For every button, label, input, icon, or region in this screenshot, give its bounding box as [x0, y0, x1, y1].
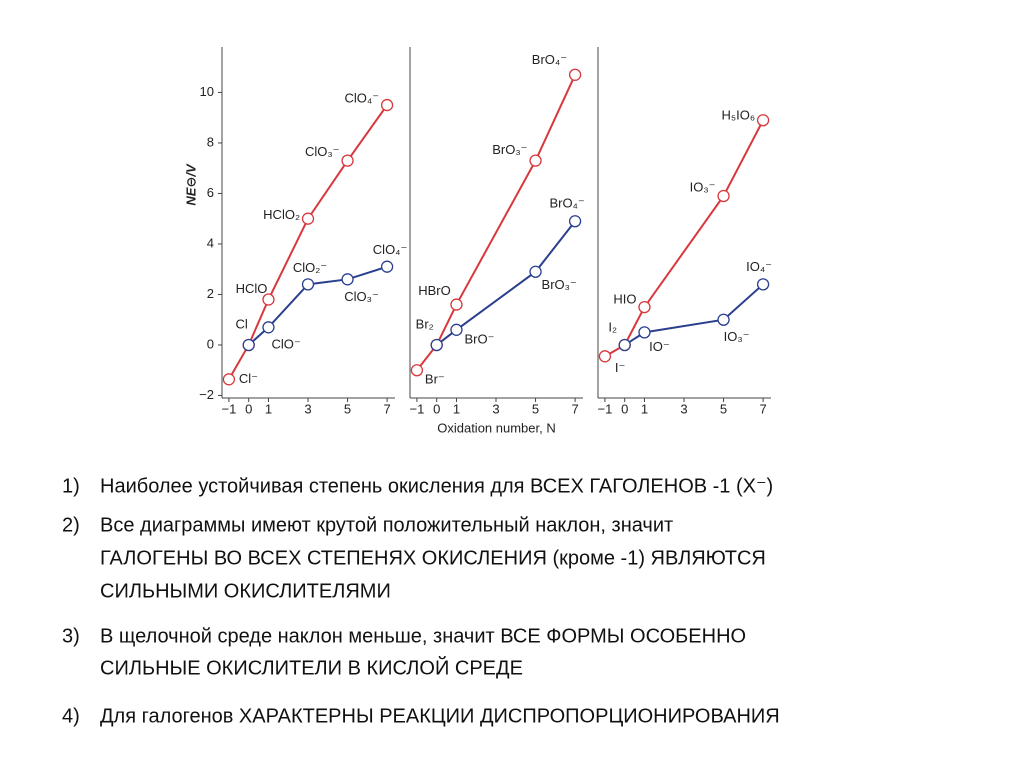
- x-tick-label: 1: [453, 401, 460, 416]
- list-number: 3): [62, 625, 80, 647]
- data-point: [242, 338, 255, 352]
- data-point: [430, 338, 443, 352]
- data-point: [410, 364, 424, 377]
- series-line: [436, 220, 576, 346]
- series-line: [604, 119, 764, 358]
- data-point: [568, 215, 582, 228]
- x-tick-label: 0: [621, 401, 628, 416]
- x-tick-label: 7: [571, 401, 578, 416]
- data-point: [301, 212, 315, 225]
- list-text: СИЛЬНЫЕ ОКИСЛИТЕЛИ В КИСЛОЙ СРЕДЕ: [100, 655, 523, 679]
- data-point: [529, 265, 542, 278]
- series-line: [624, 283, 764, 346]
- point-label: BrO⁻: [464, 331, 494, 346]
- point-label: BrO₄⁻: [532, 52, 567, 67]
- y-tick-label: 10: [200, 84, 214, 99]
- point-label: ClO₂⁻: [293, 260, 327, 275]
- point-label: IO⁻: [649, 339, 670, 354]
- data-point: [529, 154, 542, 167]
- x-tick-label: 3: [304, 401, 311, 416]
- point-label: BrO₃⁻: [492, 142, 527, 157]
- point-label: HClO₂: [263, 207, 300, 222]
- point-label: Br₂: [416, 316, 434, 331]
- data-point: [222, 373, 236, 386]
- point-label: BrO₄⁻: [549, 196, 584, 211]
- point-label: Cl⁻: [239, 371, 258, 386]
- x-tick-label: 7: [383, 401, 390, 416]
- data-point: [638, 326, 651, 339]
- list-text: Для галогенов ХАРАКТЕРНЫ РЕАКЦИИ ДИСПРОП…: [100, 705, 780, 727]
- x-tick-label: 5: [344, 401, 351, 416]
- x-tick-label: 3: [680, 401, 687, 416]
- list-number: 1): [62, 475, 80, 497]
- y-tick-label: 8: [207, 134, 214, 149]
- x-tick-label: −1: [222, 401, 237, 416]
- data-point: [380, 260, 394, 273]
- data-point: [568, 68, 582, 81]
- point-label: ClO⁻: [271, 337, 300, 352]
- list-number: 2): [62, 514, 80, 536]
- point-label: Cl: [236, 316, 248, 331]
- list-text: Все диаграммы имеют крутой положительный…: [100, 514, 673, 536]
- point-label: HBrO: [418, 283, 451, 298]
- point-label: Br⁻: [425, 372, 445, 387]
- point-label: ClO₃⁻: [344, 289, 379, 304]
- list-text: СИЛЬНЫМИ ОКИСЛИТЕЛЯМИ: [100, 580, 391, 602]
- x-tick-label: 3: [492, 401, 499, 416]
- data-point: [450, 323, 463, 336]
- point-label: I⁻: [615, 360, 625, 375]
- point-label: HClO: [236, 281, 268, 296]
- point-label: IO₄⁻: [746, 259, 772, 274]
- data-point: [301, 278, 315, 291]
- series-line: [416, 74, 576, 371]
- x-axis-label: Oxidation number, N: [437, 420, 556, 435]
- list-text: ГАЛОГЕНЫ ВО ВСЕХ СТЕПЕНЯХ ОКИСЛЕНИЯ (кро…: [100, 547, 766, 569]
- x-tick-label: −1: [410, 401, 425, 416]
- point-label: H₅IO₆: [721, 108, 755, 123]
- point-label: IO₃⁻: [724, 329, 750, 344]
- point-label: IO₃⁻: [690, 179, 716, 194]
- data-point: [717, 313, 730, 326]
- point-label: ClO₄⁻: [373, 242, 408, 257]
- x-tick-label: 7: [759, 401, 766, 416]
- y-tick-label: 6: [207, 185, 214, 200]
- x-tick-label: 5: [720, 401, 727, 416]
- x-tick-label: 1: [265, 401, 272, 416]
- y-tick-label: 0: [207, 336, 214, 351]
- x-tick-label: 0: [245, 401, 252, 416]
- series-line: [228, 104, 388, 380]
- data-point: [380, 98, 394, 112]
- y-tick-label: 2: [207, 286, 214, 301]
- data-point: [638, 300, 651, 314]
- x-tick-label: 1: [641, 401, 648, 416]
- data-point: [262, 321, 275, 334]
- point-label: ClO₃⁻: [305, 144, 340, 159]
- x-tick-label: −1: [598, 401, 613, 416]
- point-label: HIO: [613, 292, 636, 307]
- point-label: ClO₄⁻: [345, 91, 380, 106]
- data-point: [262, 293, 275, 306]
- point-label: BrO₃⁻: [542, 277, 577, 292]
- y-tick-label: 4: [207, 235, 214, 250]
- data-point: [598, 350, 612, 363]
- list-text: Наиболее устойчивая степень окисления дл…: [100, 475, 773, 497]
- x-tick-label: 5: [532, 401, 539, 416]
- data-point: [756, 278, 770, 291]
- data-point: [341, 154, 354, 167]
- y-axis-label: NE⊖/V: [183, 163, 198, 206]
- list-number: 4): [62, 705, 80, 727]
- list-text: В щелочной среде наклон меньше, значит В…: [100, 625, 746, 647]
- data-point: [341, 273, 354, 286]
- point-label: I₂: [608, 319, 617, 334]
- data-point: [618, 338, 631, 352]
- data-point: [717, 189, 730, 203]
- x-tick-label: 0: [433, 401, 440, 416]
- y-tick-label: −2: [199, 387, 214, 402]
- data-point: [450, 298, 463, 311]
- data-point: [756, 114, 770, 127]
